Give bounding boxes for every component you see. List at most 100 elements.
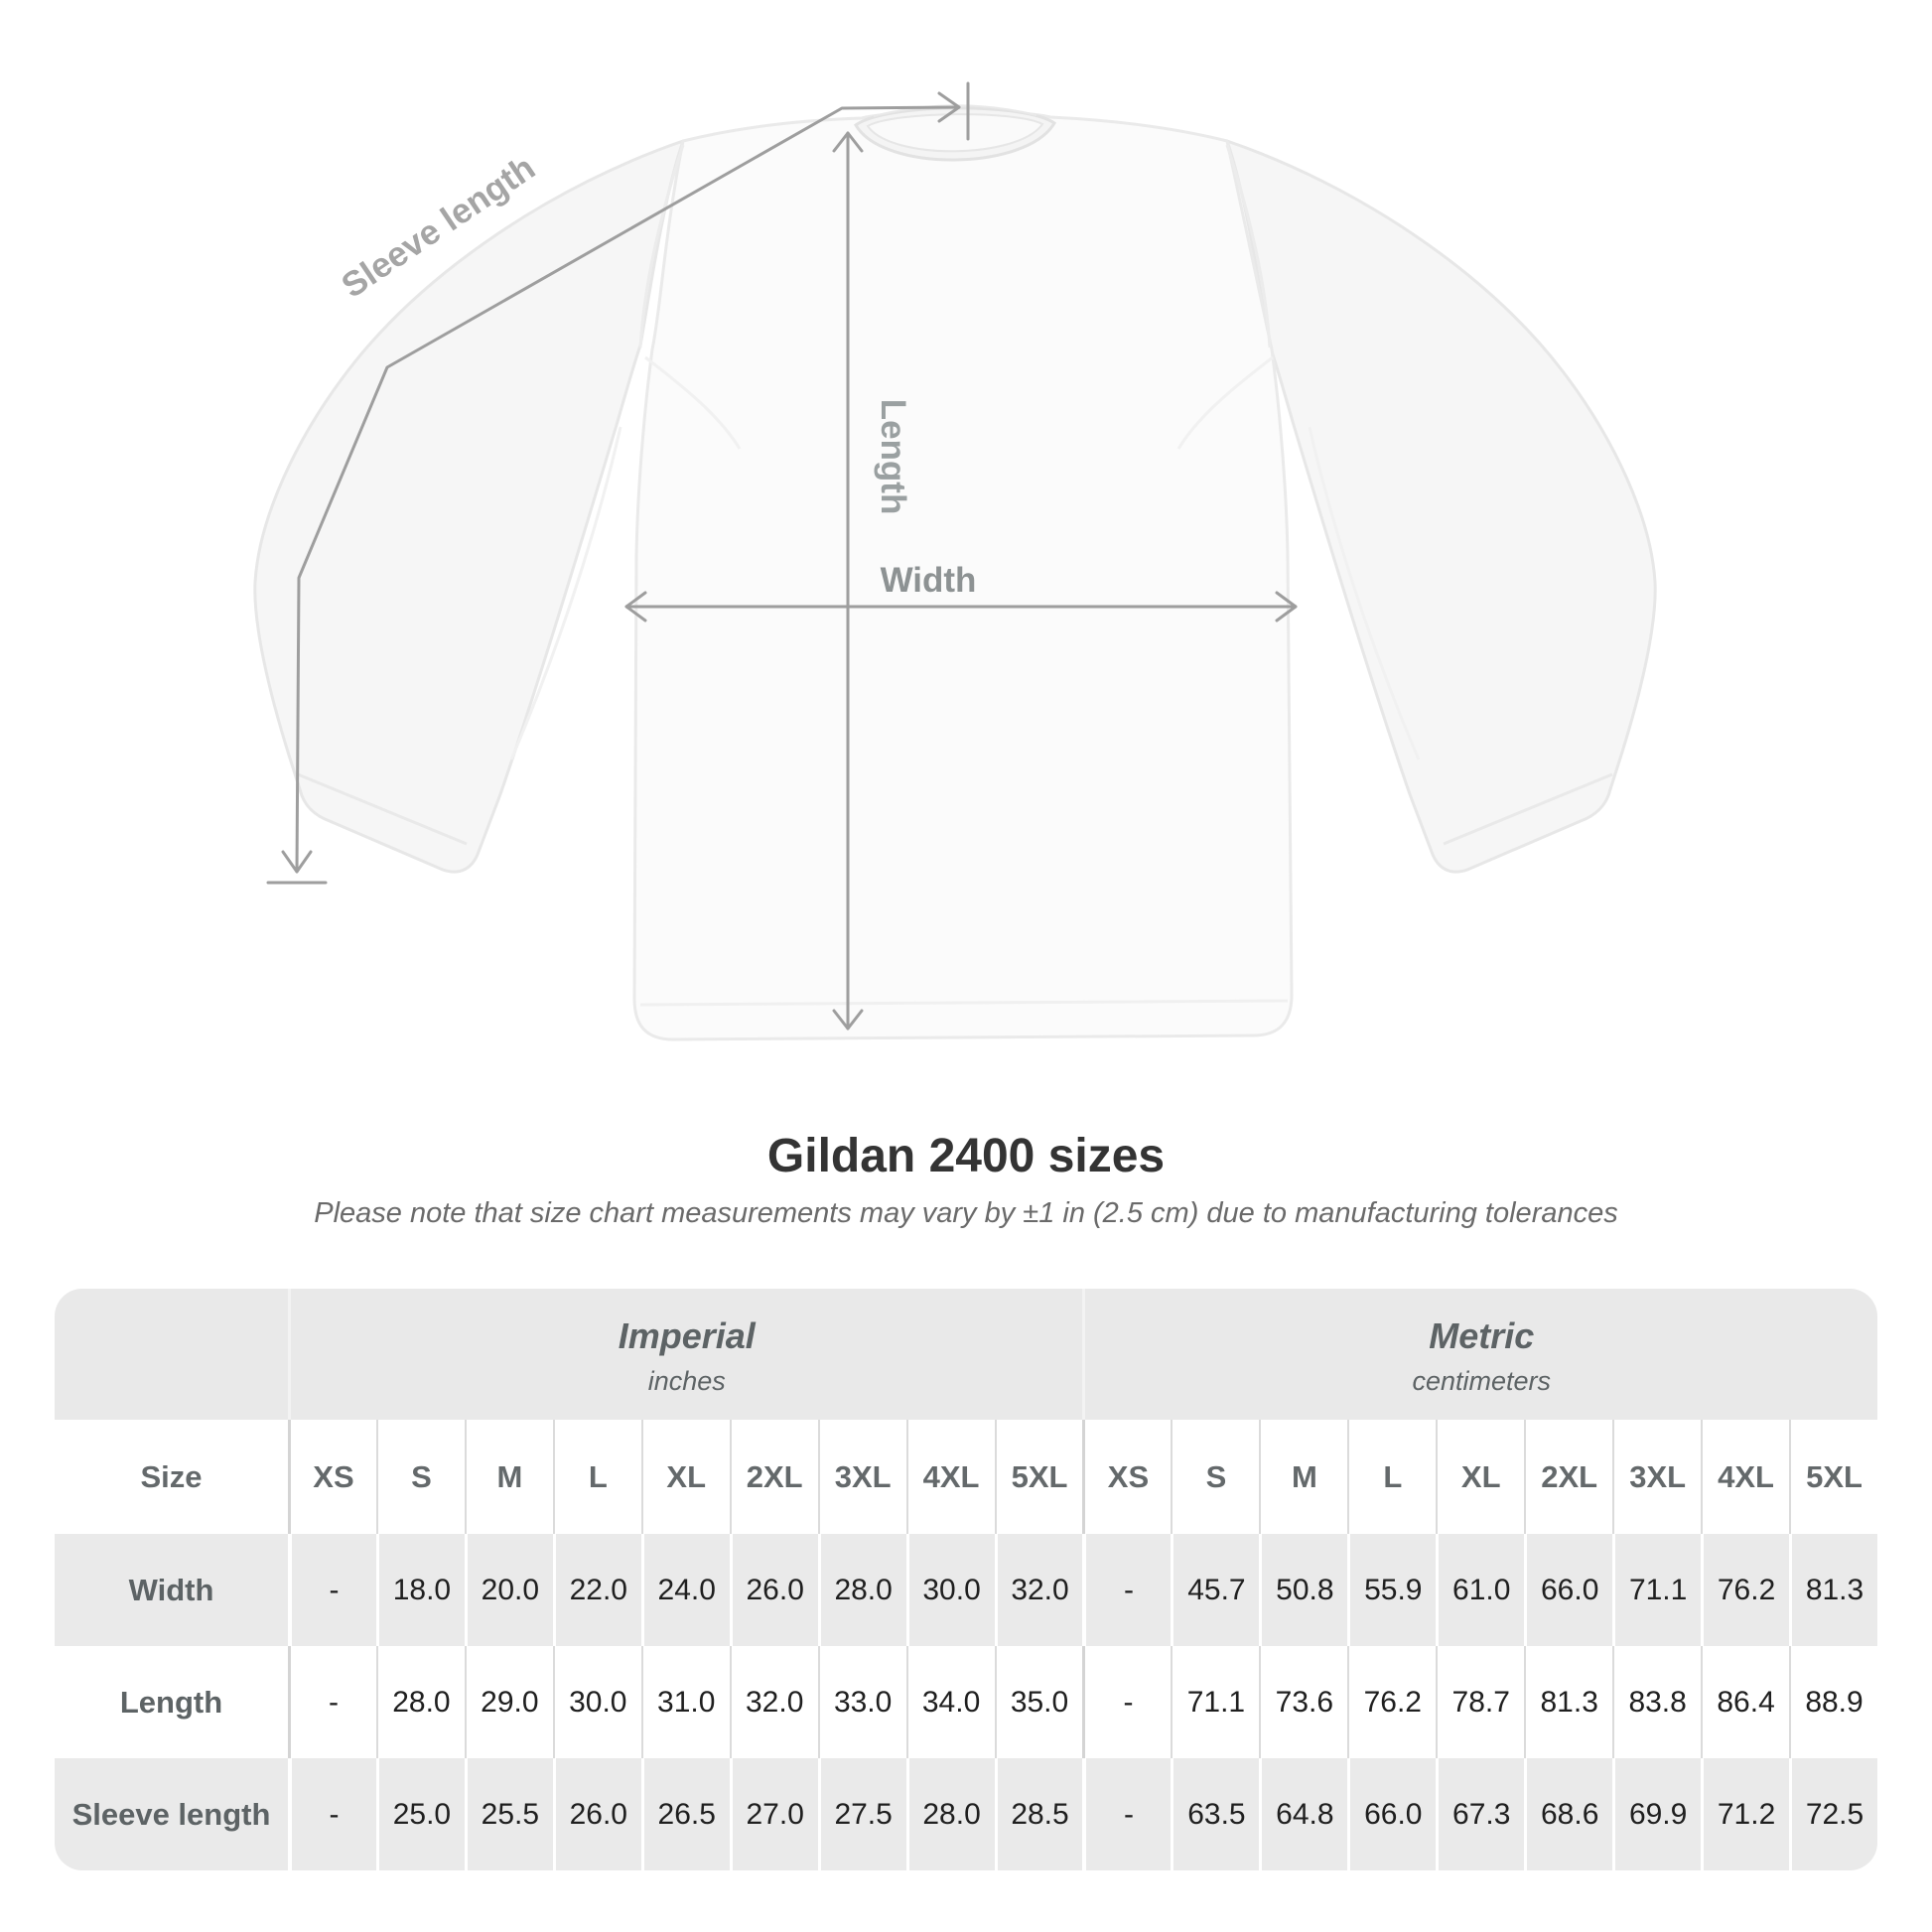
unit-group-imperial: Imperial inches [288, 1289, 1083, 1420]
cell-width-imperial-3xl: 28.0 [817, 1534, 906, 1646]
cell-sleeve-length-metric-xs: - [1082, 1758, 1172, 1870]
size-header-imperial-l: L [552, 1420, 641, 1534]
shirt-illustration [253, 104, 1657, 1041]
row-label-length: Length [55, 1646, 288, 1758]
cell-width-imperial-5xl: 32.0 [994, 1534, 1083, 1646]
cell-width-metric-m: 50.8 [1259, 1534, 1348, 1646]
cell-length-imperial-5xl: 35.0 [994, 1646, 1083, 1758]
size-header-metric-xl: XL [1436, 1420, 1525, 1534]
width-label: Width [881, 561, 977, 600]
size-header-imperial-2xl: 2XL [729, 1420, 818, 1534]
arrowhead-right-icon [937, 91, 961, 123]
cell-sleeve-length-metric-s: 63.5 [1171, 1758, 1260, 1870]
size-header-imperial-xs: XS [288, 1420, 376, 1534]
size-header-imperial-4xl: 4XL [905, 1420, 995, 1534]
cell-sleeve-length-metric-m: 64.8 [1259, 1758, 1348, 1870]
width-measure [624, 591, 1298, 622]
size-header-imperial-s: S [375, 1420, 465, 1534]
cell-width-imperial-l: 22.0 [552, 1534, 641, 1646]
size-header-metric-2xl: 2XL [1524, 1420, 1613, 1534]
shirt-diagram: Sleeve length Length Width [253, 81, 1657, 1041]
cell-sleeve-length-imperial-m: 25.5 [464, 1758, 553, 1870]
cell-width-imperial-2xl: 26.0 [729, 1534, 818, 1646]
cell-width-imperial-s: 18.0 [375, 1534, 465, 1646]
size-header-metric-4xl: 4XL [1701, 1420, 1790, 1534]
shirt-right-sleeve [1225, 139, 1657, 874]
cell-sleeve-length-metric-l: 66.0 [1347, 1758, 1437, 1870]
cell-length-imperial-xl: 31.0 [640, 1646, 730, 1758]
cell-length-imperial-2xl: 32.0 [729, 1646, 818, 1758]
cell-sleeve-length-imperial-s: 25.0 [375, 1758, 465, 1870]
cell-length-metric-2xl: 81.3 [1524, 1646, 1613, 1758]
cell-sleeve-length-metric-xl: 67.3 [1436, 1758, 1525, 1870]
size-table: Imperial inches Metric centimeters Size XS S M L… [55, 1289, 1877, 1870]
size-header-imperial-xl: XL [640, 1420, 730, 1534]
cell-length-metric-l: 76.2 [1347, 1646, 1437, 1758]
size-header-metric-m: M [1259, 1420, 1348, 1534]
size-header-metric-s: S [1171, 1420, 1260, 1534]
cell-sleeve-length-imperial-l: 26.0 [552, 1758, 641, 1870]
arrowhead-down-icon [832, 1009, 864, 1031]
cell-length-imperial-m: 29.0 [464, 1646, 553, 1758]
row-label-sleeve-length: Sleeve length [55, 1758, 288, 1870]
arrowhead-left-icon [624, 591, 647, 622]
cell-width-metric-5xl: 81.3 [1789, 1534, 1877, 1646]
sleeve-length-measure [266, 81, 970, 885]
cell-width-imperial-xs: - [288, 1534, 376, 1646]
cell-width-metric-4xl: 76.2 [1701, 1534, 1790, 1646]
cell-sleeve-length-imperial-3xl: 27.5 [817, 1758, 906, 1870]
cell-length-metric-xl: 78.7 [1436, 1646, 1525, 1758]
arrowhead-down-icon [281, 850, 313, 874]
shirt-left-sleeve [253, 139, 685, 874]
imperial-label: Imperial [618, 1315, 756, 1356]
page-subtitle: Please note that size chart measurements… [314, 1197, 1618, 1230]
cell-sleeve-length-imperial-5xl: 28.5 [994, 1758, 1083, 1870]
arrowhead-up-icon [832, 131, 864, 153]
page-title: Gildan 2400 sizes [766, 1130, 1166, 1182]
cell-length-imperial-l: 30.0 [552, 1646, 641, 1758]
metric-sublabel: centimeters [1412, 1366, 1552, 1396]
size-header-metric-5xl: 5XL [1789, 1420, 1877, 1534]
cell-sleeve-length-metric-5xl: 72.5 [1789, 1758, 1877, 1870]
cell-width-metric-l: 55.9 [1347, 1534, 1437, 1646]
size-header-metric-xs: XS [1082, 1420, 1172, 1534]
size-header-imperial-3xl: 3XL [817, 1420, 906, 1534]
unit-group-metric: Metric centimeters [1082, 1289, 1877, 1420]
cell-length-metric-3xl: 83.8 [1612, 1646, 1702, 1758]
shirt-fold-lines [509, 355, 1421, 760]
metric-label: Metric [1429, 1315, 1535, 1356]
cell-sleeve-length-imperial-2xl: 27.0 [729, 1758, 818, 1870]
size-header-imperial-5xl: 5XL [994, 1420, 1083, 1534]
unit-group-spacer [55, 1289, 288, 1420]
arrowhead-right-icon [1275, 591, 1298, 622]
cell-sleeve-length-imperial-xs: - [288, 1758, 376, 1870]
cell-width-imperial-m: 20.0 [464, 1534, 553, 1646]
cell-length-imperial-3xl: 33.0 [817, 1646, 906, 1758]
shirt-cuff-lines [297, 772, 1613, 846]
shirt-armhole-seams [638, 144, 1272, 348]
cell-length-metric-m: 73.6 [1259, 1646, 1348, 1758]
cell-sleeve-length-metric-2xl: 68.6 [1524, 1758, 1613, 1870]
cell-width-imperial-xl: 24.0 [640, 1534, 730, 1646]
length-label: Length [874, 399, 912, 515]
cell-length-metric-4xl: 86.4 [1701, 1646, 1790, 1758]
cell-width-metric-3xl: 71.1 [1612, 1534, 1702, 1646]
cell-length-imperial-4xl: 34.0 [905, 1646, 995, 1758]
cell-length-imperial-xs: - [288, 1646, 376, 1758]
cell-width-imperial-4xl: 30.0 [905, 1534, 995, 1646]
cell-width-metric-xl: 61.0 [1436, 1534, 1525, 1646]
cell-length-metric-5xl: 88.9 [1789, 1646, 1877, 1758]
size-header-metric-l: L [1347, 1420, 1437, 1534]
cell-length-metric-s: 71.1 [1171, 1646, 1260, 1758]
cell-sleeve-length-imperial-4xl: 28.0 [905, 1758, 995, 1870]
imperial-sublabel: inches [647, 1366, 726, 1396]
size-column-header: Size [55, 1420, 288, 1534]
cell-width-metric-2xl: 66.0 [1524, 1534, 1613, 1646]
cell-sleeve-length-metric-4xl: 71.2 [1701, 1758, 1790, 1870]
shirt-collar-inner [866, 113, 1044, 153]
title-block: Gildan 2400 sizes Please note that size … [0, 1130, 1932, 1230]
cell-width-metric-s: 45.7 [1171, 1534, 1260, 1646]
size-header-metric-3xl: 3XL [1612, 1420, 1702, 1534]
cell-width-metric-xs: - [1082, 1534, 1172, 1646]
